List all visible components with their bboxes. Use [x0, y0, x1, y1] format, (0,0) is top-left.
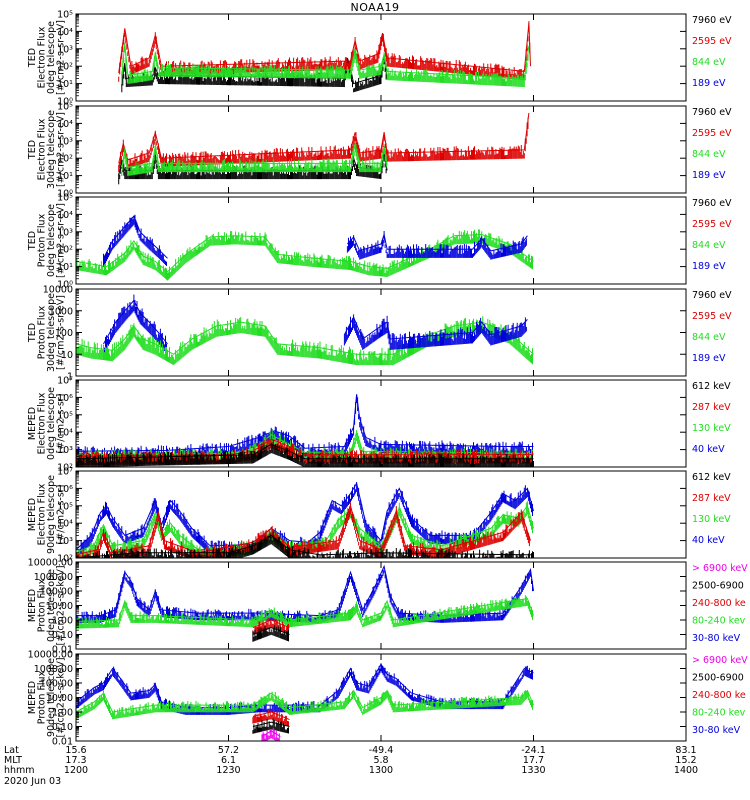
legend-entry: 844 eV: [692, 240, 726, 251]
y-tick-label: 10000: [43, 285, 73, 296]
y-axis-label-line: TED: [27, 140, 38, 160]
y-tick-label: 10¹: [57, 79, 73, 90]
flux-trace: [75, 430, 534, 456]
y-tick-label: 10²: [57, 154, 73, 165]
legend-entry: 2595 eV: [692, 219, 732, 230]
y-axis-label: TEDElectron Flux30deg telescope[#/cm2-s-…: [27, 110, 67, 189]
y-axis-label-line: Proton Flux: [36, 213, 47, 267]
y-tick-label: 10³: [57, 227, 73, 238]
y-axis-label-line: TED: [27, 231, 38, 251]
y-tick-label: 10¹: [57, 262, 73, 273]
y-tick-label: 10: [61, 350, 73, 361]
legend-entry: 844 eV: [692, 149, 726, 160]
series-blue: [343, 314, 528, 350]
y-tick-label: 10⁰: [57, 189, 73, 200]
y-axis-label: TEDProton Flux30deg telescope[#/cm2-s-sr…: [27, 293, 67, 372]
flux-trace: [343, 316, 528, 340]
y-tick-label: 1000: [49, 306, 73, 317]
legend-entry: 2595 eV: [692, 311, 732, 322]
y-axis-label-line: 30deg telescope: [46, 110, 57, 189]
y-axis-label-line: Electron Flux: [36, 118, 47, 180]
flux-trace: [347, 232, 528, 252]
flux-trace: [121, 43, 530, 79]
legend-entry: 189 eV: [692, 170, 726, 181]
series-green: [121, 142, 388, 176]
y-tick-label: 10⁴: [57, 210, 73, 221]
y-axis-label-line: [#/cm2-s-sr-eV]: [55, 20, 66, 95]
legend-entry: 189 eV: [692, 78, 726, 89]
flux-trace: [103, 215, 168, 259]
y-tick-label: 10⁵: [57, 193, 73, 204]
legend-entry: 2595 eV: [692, 36, 732, 47]
legend-entry: 2595 eV: [692, 128, 732, 139]
series-black: [121, 55, 388, 93]
y-tick-label: 10⁰: [57, 280, 73, 291]
y-axis-label: TEDProton Flux0deg telescope[#/cm2-s-sr-…: [27, 203, 67, 278]
legend-entry: 7960 eV: [692, 198, 732, 209]
flux-trace: [103, 299, 168, 345]
chart-title: NOAA19: [350, 1, 400, 14]
y-tick-label: 10⁰: [57, 97, 73, 108]
y-tick-label: 1: [67, 372, 73, 383]
legend-entry: 189 eV: [692, 353, 726, 364]
flux-trace: [121, 143, 388, 168]
y-tick-label: 10⁵: [57, 102, 73, 113]
flux-trace: [118, 112, 530, 164]
flux-trace: [75, 394, 534, 452]
series-green: [75, 316, 534, 366]
y-axis-label-line: 0deg telescope: [46, 204, 57, 277]
y-tick-label: 100: [55, 328, 73, 339]
y-tick-label: 10³: [57, 44, 73, 55]
legend-entry: 189 eV: [692, 261, 726, 272]
y-axis-label-line: 30deg telescope: [46, 293, 57, 372]
y-axis-label-line: TED: [27, 48, 38, 68]
series-green: [121, 43, 530, 88]
legend-entry: 7960 eV: [692, 15, 732, 26]
y-axis-label-line: 0deg telescope: [46, 21, 57, 94]
legend-entry: 7960 eV: [692, 290, 732, 301]
series-blue: [103, 214, 168, 267]
flux-trace: [75, 321, 534, 355]
y-tick-label: 10⁵: [57, 10, 73, 21]
flux-trace: [75, 233, 534, 273]
y-tick-label: 10¹: [57, 171, 73, 182]
y-tick-label: 10²: [57, 245, 73, 256]
y-axis-label-line: [#/cm2-s-sr-eV]: [55, 112, 66, 187]
panel-frame: [75, 13, 687, 102]
y-axis-label-line: Electron Flux: [36, 26, 47, 88]
y-tick-label: 10⁴: [57, 119, 73, 130]
legend-entry: 844 eV: [692, 57, 726, 68]
y-axis-label: TEDElectron Flux0deg telescope[#/cm2-s-s…: [27, 20, 67, 95]
legend-entry: 7960 eV: [692, 107, 732, 118]
y-axis-label-line: TED: [27, 323, 38, 343]
y-tick-label: 10³: [57, 136, 73, 147]
series-blue: [346, 231, 528, 260]
y-tick-label: 10²: [57, 62, 73, 73]
y-tick-label: 10⁴: [57, 27, 73, 38]
y-axis-label-line: [#/cm2-s-sr-eV]: [55, 295, 66, 370]
legend-entry: 844 eV: [692, 332, 726, 343]
flux-trace: [118, 23, 531, 74]
y-axis-label-line: Proton Flux: [36, 305, 47, 359]
y-axis-label-line: [#/cm2-s-sr-eV]: [55, 203, 66, 278]
